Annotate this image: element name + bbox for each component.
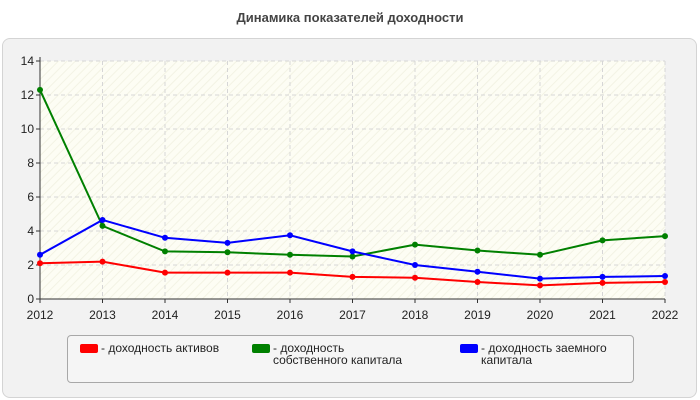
data-point-debt <box>37 251 43 258</box>
x-tick-label: 2020 <box>527 308 554 322</box>
data-point-equity <box>99 222 106 229</box>
y-tick-label: 12 <box>21 88 35 102</box>
legend: - доходность активов - доходность собств… <box>67 335 634 383</box>
data-point-assets <box>99 258 106 265</box>
data-point-equity <box>349 253 356 260</box>
x-tick-label: 2018 <box>402 308 429 322</box>
x-tick-label: 2022 <box>652 308 679 322</box>
data-point-debt <box>662 273 668 280</box>
series-assets <box>37 258 668 289</box>
legend-swatch-assets <box>80 344 98 353</box>
data-point-debt <box>99 216 106 223</box>
data-point-assets <box>537 282 543 289</box>
y-tick-label: 4 <box>27 224 34 238</box>
data-point-assets <box>37 260 43 267</box>
y-tick-label: 8 <box>27 156 34 170</box>
data-point-assets <box>162 269 168 276</box>
legend-label-assets: - доходность активов <box>101 341 220 355</box>
data-point-equity <box>599 237 606 244</box>
data-point-assets <box>349 273 356 280</box>
y-tick-label: 10 <box>21 122 35 136</box>
data-point-assets <box>224 269 231 276</box>
data-point-equity <box>224 249 231 256</box>
data-point-assets <box>287 269 293 276</box>
y-tick-label: 0 <box>27 292 34 306</box>
x-tick-label: 2016 <box>277 308 304 322</box>
data-point-debt <box>412 262 418 268</box>
x-tick-label: 2015 <box>214 308 241 322</box>
legend-item-equity: - доходность собственного капитала <box>252 342 422 366</box>
data-point-debt <box>224 239 231 246</box>
legend-label-debt: - доходность заемного капитала <box>481 341 607 367</box>
data-point-debt <box>474 268 481 275</box>
data-point-debt <box>599 273 606 280</box>
x-tick-label: 2014 <box>152 308 179 322</box>
data-point-assets <box>474 279 481 285</box>
x-tick-label: 2013 <box>89 308 116 322</box>
data-point-equity <box>474 247 481 254</box>
legend-swatch-debt <box>460 344 478 353</box>
x-tick-label: 2017 <box>339 308 366 322</box>
data-point-equity <box>662 233 668 240</box>
y-tick-label: 14 <box>21 54 35 68</box>
x-tick-label: 2021 <box>589 308 616 322</box>
legend-swatch-equity <box>252 344 270 353</box>
y-tick-label: 2 <box>27 258 34 272</box>
data-point-assets <box>599 279 606 286</box>
series-equity <box>37 86 668 260</box>
y-tick-label: 6 <box>27 190 34 204</box>
data-point-assets <box>662 279 668 285</box>
data-point-debt <box>349 248 356 255</box>
data-point-equity <box>162 248 168 255</box>
legend-label-equity: - доходность собственного капитала <box>273 341 403 367</box>
data-point-debt <box>537 275 543 282</box>
data-point-equity <box>37 86 43 93</box>
chart-title: Динамика показателей доходности <box>236 10 464 25</box>
data-point-assets <box>412 274 418 281</box>
data-point-debt <box>162 234 168 241</box>
series-debt <box>37 216 668 282</box>
legend-item-debt: - доходность заемного капитала <box>460 342 630 366</box>
legend-item-assets: - доходность активов <box>80 342 250 354</box>
data-point-equity <box>537 251 543 258</box>
data-point-equity <box>412 241 418 248</box>
data-point-equity <box>287 251 293 258</box>
x-tick-label: 2012 <box>27 308 54 322</box>
data-point-debt <box>287 232 293 239</box>
x-tick-label: 2019 <box>464 308 491 322</box>
